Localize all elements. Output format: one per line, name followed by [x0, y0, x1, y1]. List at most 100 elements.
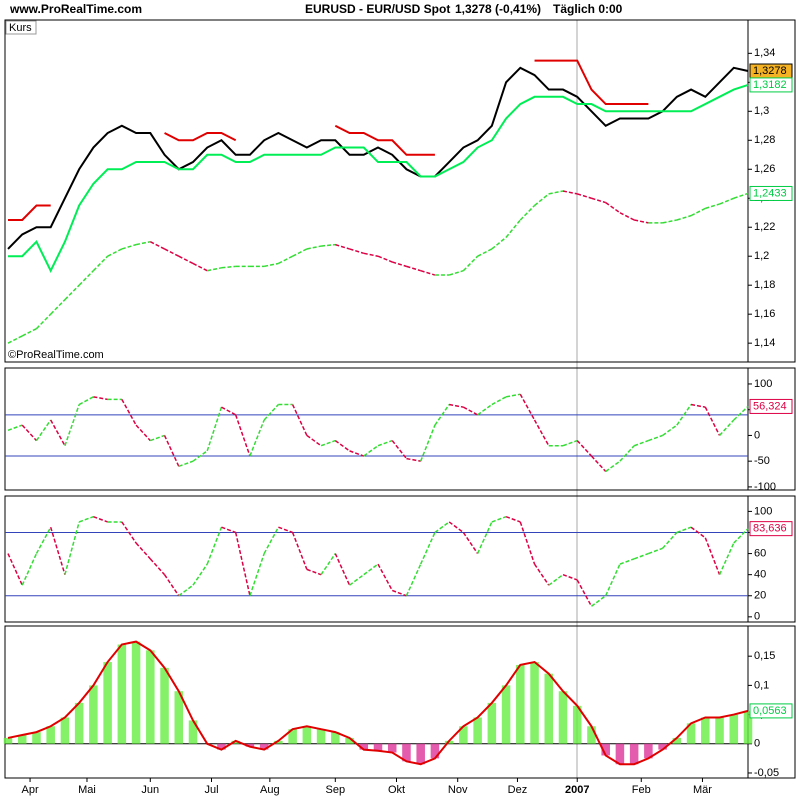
y-tick-label: 1,3 [754, 105, 769, 117]
last-value-label: 0,0563 [753, 705, 787, 717]
line-segment [491, 515, 507, 523]
line-segment [306, 568, 322, 576]
line-segment [377, 563, 393, 591]
line-segment [605, 460, 621, 473]
line-segment [221, 265, 236, 269]
line-segment [448, 521, 464, 534]
bar [17, 735, 27, 744]
line-segment [491, 396, 507, 406]
line-segment [249, 553, 265, 596]
line-segment [93, 515, 108, 523]
line-segment [562, 190, 578, 195]
line-segment [662, 219, 677, 224]
panel-frame [4, 495, 796, 623]
line-segment [35, 526, 52, 554]
bar [32, 732, 41, 744]
line-segment [234, 532, 251, 596]
line-segment [591, 197, 606, 204]
line-segment [605, 201, 621, 214]
line-segment [662, 531, 678, 549]
y-tick-label: -100 [754, 481, 776, 493]
bar [131, 641, 141, 744]
line-segment [78, 270, 94, 286]
x-tick-label: 2007 [565, 784, 589, 796]
line-segment [206, 406, 223, 452]
bar [459, 726, 468, 744]
line-segment [221, 406, 237, 416]
bar [530, 662, 539, 744]
x-tick-label: Okt [388, 784, 405, 796]
y-tick-label: 0 [754, 738, 760, 750]
line-segment [419, 424, 436, 462]
y-tick-label: 1,26 [754, 163, 775, 175]
last-value-tag [749, 185, 793, 201]
line-segment [719, 197, 735, 205]
bar [501, 685, 511, 744]
last-value-tag [749, 521, 793, 537]
line-segment [491, 236, 507, 250]
line-segment [519, 204, 536, 221]
series-line [8, 83, 749, 273]
bar [629, 743, 639, 765]
line-segment [149, 241, 165, 250]
line-segment [562, 573, 578, 581]
line-segment [633, 552, 649, 560]
y-tick-label: 1,16 [754, 308, 775, 320]
line-segment [207, 267, 222, 272]
line-segment [392, 261, 407, 268]
line-segment [533, 419, 550, 447]
panel-label: Kurs [9, 22, 32, 34]
x-tick-label: Apr [21, 784, 38, 796]
line-segment [92, 255, 109, 272]
line-segment [634, 219, 649, 224]
bar [587, 726, 596, 744]
line-segment [349, 450, 365, 457]
series-line [7, 66, 749, 250]
bar [487, 702, 497, 744]
line-segment [121, 521, 137, 544]
line-segment [534, 193, 550, 207]
line-segment [704, 537, 721, 575]
line-segment [263, 404, 279, 421]
y-tick-label: 1,18 [754, 279, 775, 291]
bar [516, 664, 525, 744]
bar [601, 743, 610, 756]
line-segment [733, 405, 749, 421]
line-segment [505, 515, 521, 523]
bar [658, 743, 667, 750]
line-segment [462, 532, 479, 554]
line-segment [676, 526, 692, 534]
bar [316, 729, 326, 744]
last-value-tag [749, 703, 793, 719]
line-segment [221, 526, 236, 534]
line-segment [7, 424, 23, 431]
x-tick-label: Dez [508, 784, 528, 796]
line-segment [648, 434, 663, 442]
last-value-tag [749, 77, 793, 93]
bar [331, 732, 340, 744]
line-segment [690, 526, 706, 539]
line-segment [135, 240, 151, 246]
line-segment [705, 203, 720, 210]
bar [473, 717, 482, 744]
bar [359, 743, 369, 750]
line-segment [562, 439, 578, 447]
line-segment [7, 335, 23, 344]
line-segment [633, 439, 649, 447]
line-segment [306, 245, 322, 250]
line-segment [690, 207, 706, 217]
line-segment [320, 439, 336, 447]
line-segment [733, 192, 749, 199]
panel-frame [4, 625, 796, 779]
y-tick-label: 1,22 [754, 221, 775, 233]
x-tick-label: Mai [78, 784, 96, 796]
line-segment [192, 563, 208, 586]
last-value-label: 1,3278 [753, 65, 787, 77]
last-value-label: 1,3182 [753, 79, 787, 91]
bar [245, 743, 255, 747]
bar [430, 743, 440, 759]
bar [373, 743, 383, 751]
line-segment [192, 450, 208, 462]
line-segment [406, 265, 421, 272]
y-tick-label: 100 [754, 378, 772, 390]
